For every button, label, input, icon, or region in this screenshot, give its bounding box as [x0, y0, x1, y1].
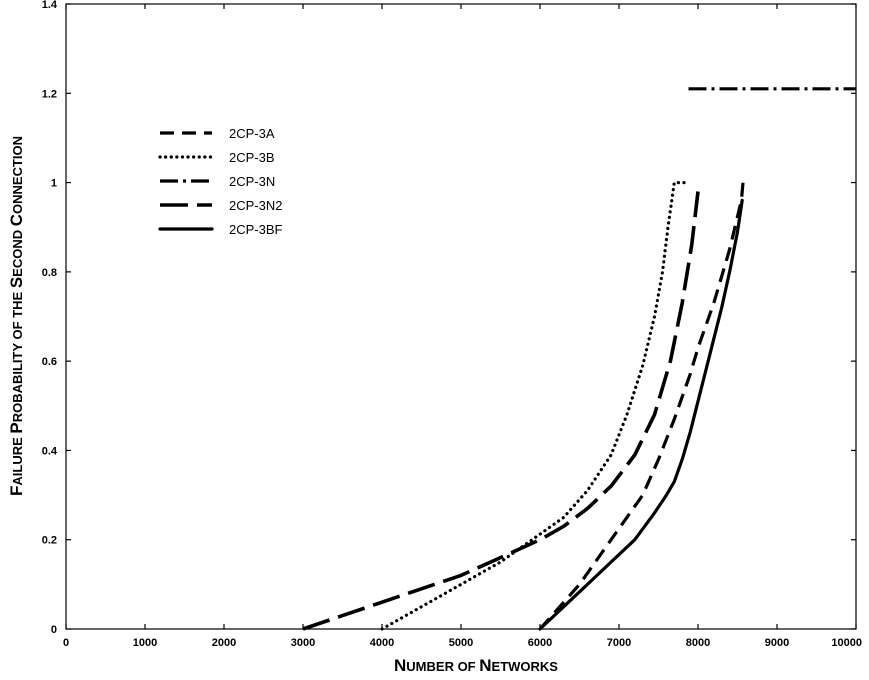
- legend-label: 2CP-3B: [229, 150, 275, 165]
- series-line-2cp-3bf: [538, 198, 744, 631]
- legend: 2CP-3A 2CP-3B 2CP-3N 2CP-3N2 2CP-3BF: [158, 126, 283, 237]
- legend-label: 2CP-3A: [229, 126, 275, 141]
- y-tick-label: 1.4: [42, 0, 58, 11]
- x-tick-label: 2000: [212, 637, 236, 649]
- x-tick-label: 3000: [291, 637, 315, 649]
- x-axis-title: NUMBER OF NETWORKS: [394, 656, 558, 675]
- plot-frame: [65, 3, 857, 630]
- y-axis: 0 0.2 0.4 0.6 0.8 1 1.2 1.4: [42, 0, 856, 636]
- x-tick-label: 7000: [607, 637, 631, 649]
- y-tick-label: 1: [51, 178, 57, 190]
- y-tick-label: 1.2: [42, 88, 57, 100]
- legend-label: 2CP-3N2: [229, 198, 282, 213]
- x-tick-label: 8000: [686, 637, 710, 649]
- x-tick-label: 5000: [449, 637, 473, 649]
- x-tick-label: 6000: [528, 637, 552, 649]
- legend-label: 2CP-3BF: [229, 222, 283, 237]
- x-tick-label: 10000: [831, 637, 862, 649]
- y-tick-label: 0.6: [42, 356, 57, 368]
- x-tick-label: 4000: [370, 637, 394, 649]
- y-tick-label: 0.8: [42, 267, 57, 279]
- y-tick-label: 0: [51, 624, 57, 636]
- series-line-2cp-3a: [538, 182, 745, 631]
- x-tick-label: 0: [63, 637, 69, 649]
- series-layer: [302, 87, 856, 631]
- legend-label: 2CP-3N: [229, 174, 275, 189]
- y-tick-label: 0.4: [42, 445, 58, 457]
- x-axis: 0 1000 2000 3000 4000 5000 6000 7000 8000 9000 100…: [63, 4, 862, 649]
- x-tick-label: 9000: [765, 637, 789, 649]
- x-tick-label: 1000: [133, 637, 157, 649]
- y-axis-title: FAILURE PROBABILITY OF THE SECOND CONNEC…: [7, 136, 26, 496]
- y-tick-label: 0.2: [42, 535, 57, 547]
- series-line-2cp-3b: [380, 181, 691, 631]
